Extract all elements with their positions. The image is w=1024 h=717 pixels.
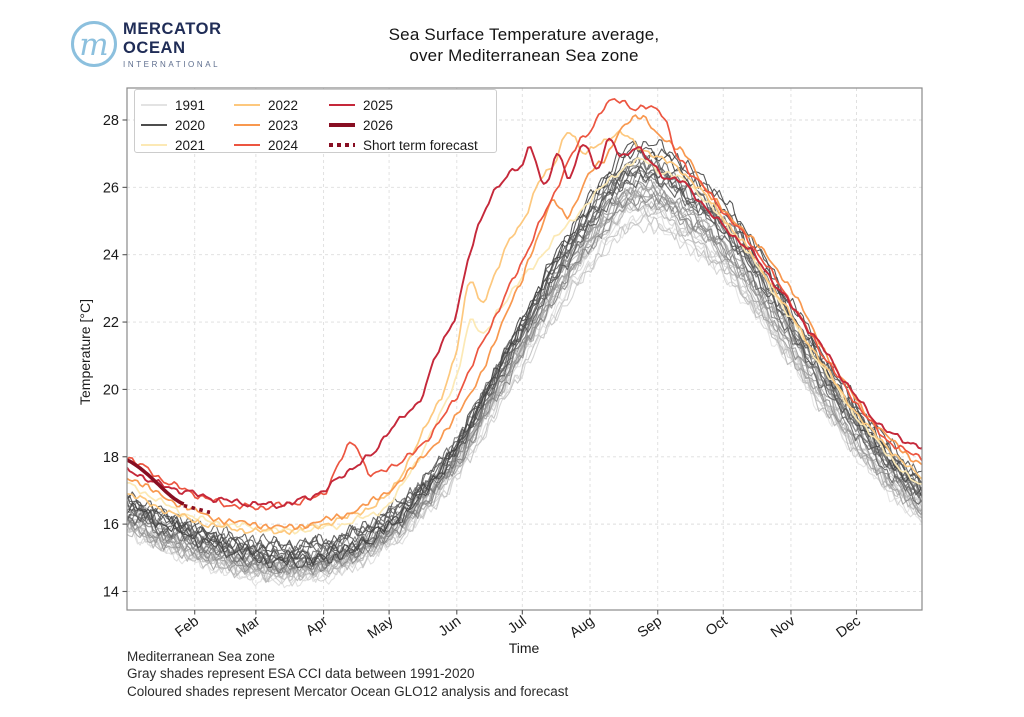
x-tick-label: Jun: [436, 613, 464, 640]
x-tick-label: Sep: [635, 613, 665, 641]
page-title: Sea Surface Temperature average, over Me…: [299, 24, 749, 66]
legend-label: 2020: [175, 117, 206, 133]
legend-label: Short term forecast: [363, 137, 478, 153]
x-tick-label: Dec: [834, 613, 864, 641]
legend-item-2020: 2020: [141, 115, 205, 135]
title-line-1: Sea Surface Temperature average,: [388, 25, 660, 44]
x-tick-label: Aug: [567, 613, 597, 641]
x-tick-label: Mar: [234, 613, 264, 641]
legend-item-2025: 2025: [329, 95, 393, 115]
legend-swatch-2025: [329, 104, 355, 106]
legend-swatch-2022: [234, 104, 260, 106]
footer-coloured-note: Coloured shades represent Mercator Ocean…: [127, 683, 569, 699]
legend-label: 2021: [175, 137, 206, 153]
legend-item-2021: 2021: [141, 135, 205, 155]
brand-line-mercator: MERCATOR: [123, 20, 222, 38]
series-group: [127, 98, 922, 589]
legend-label: 1991: [175, 97, 206, 113]
legend-swatch-2023: [234, 124, 260, 126]
x-tick-label: Jul: [505, 613, 529, 637]
legend-swatch-2021: [141, 144, 167, 146]
legend: 1991 2020 2021 2022 2023 2024 2025 2026 Short te…: [134, 89, 497, 153]
y-tick-label: 14: [103, 584, 119, 600]
series-line-2026: [127, 458, 185, 506]
mercator-ocean-logo-icon: m: [71, 21, 117, 67]
legend-item-1991: 1991: [141, 95, 205, 115]
footer-gray-note: Gray shades represent ESA CCI data betwe…: [127, 666, 475, 682]
y-tick-label: 22: [103, 315, 119, 331]
legend-swatch-2020: [141, 124, 167, 126]
climatology-line-1992: [127, 206, 922, 589]
x-tick-label: Nov: [768, 613, 799, 642]
climatology-line-2016: [127, 172, 922, 556]
legend-label: 2024: [268, 137, 299, 153]
climatology-line-2004: [127, 182, 922, 575]
y-tick-label: 28: [103, 113, 119, 129]
x-tick-label: Apr: [303, 613, 331, 639]
legend-item-2022: 2022: [234, 95, 298, 115]
y-tick-label: 16: [103, 517, 119, 533]
y-tick-label: 20: [103, 382, 119, 398]
x-tick-label: Oct: [703, 613, 731, 639]
legend-swatch-1991: [141, 104, 167, 106]
legend-label: 2026: [363, 117, 394, 133]
title-line-2: over Mediterranean Sea zone: [409, 46, 639, 65]
x-tick-label: May: [365, 613, 397, 642]
brand-line-international: INTERNATIONAL: [123, 60, 221, 69]
series-line-2025: [127, 137, 922, 510]
legend-item-2023: 2023: [234, 115, 298, 135]
legend-swatch-2024: [234, 144, 260, 146]
series-line-2022: [127, 129, 922, 536]
footer-zone-label: Mediterranean Sea zone: [127, 649, 275, 664]
footer-notes: Mediterranean Sea zone Gray shades repre…: [127, 648, 568, 700]
legend-label: 2022: [268, 97, 299, 113]
legend-item-short-term-forecast: Short term forecast: [329, 135, 478, 155]
legend-swatch-short-term-forecast: [329, 143, 355, 147]
climatology-line-2018: [127, 140, 922, 566]
y-tick-label: 18: [103, 450, 119, 466]
y-axis-label: Temperature [°C]: [77, 299, 93, 405]
brand-line-ocean: OCEAN: [123, 38, 186, 57]
logo-m-glyph: m: [79, 27, 108, 63]
x-tick-label: Feb: [172, 613, 202, 641]
legend-item-2024: 2024: [234, 135, 298, 155]
series-line-2023: [127, 114, 922, 531]
legend-label: 2025: [363, 97, 394, 113]
legend-item-2026: 2026: [329, 115, 393, 135]
legend-swatch-2026: [329, 123, 355, 127]
y-tick-label: 26: [103, 180, 119, 196]
climatology-line-1997: [127, 212, 922, 582]
plot-border: [126, 87, 923, 611]
brand-name: MERCATOR OCEAN INTERNATIONAL: [123, 21, 222, 71]
x-axis-label: Time: [508, 640, 540, 656]
y-tick-label: 24: [103, 248, 119, 264]
legend-label: 2023: [268, 117, 299, 133]
climatology-line-2020: [127, 147, 922, 569]
